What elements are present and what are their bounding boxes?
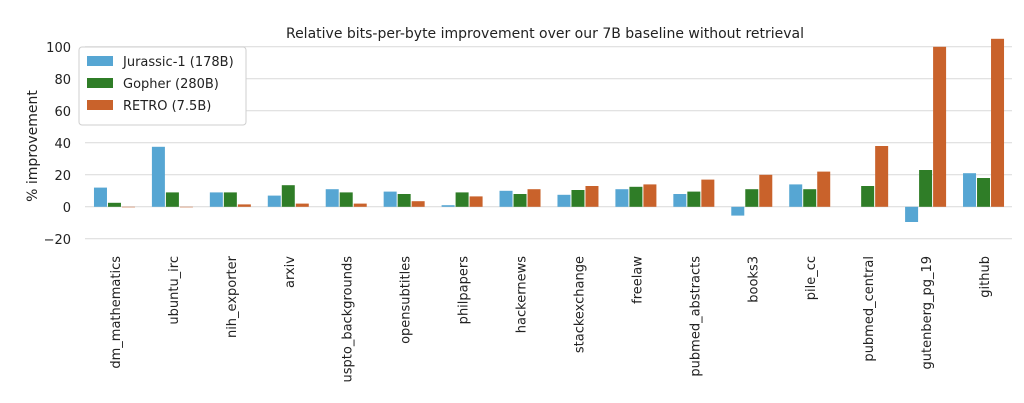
- x-tick-label: arxiv: [283, 256, 298, 288]
- bar-gopher-dm_mathematics: [107, 202, 121, 207]
- bar-jurassic-1-hackernews: [499, 190, 513, 207]
- bar-retro-uspto_backgrounds: [353, 203, 367, 207]
- bar-jurassic-1-pubmed_abstracts: [673, 194, 687, 207]
- chart-title: Relative bits-per-byte improvement over …: [286, 26, 804, 42]
- bars: [93, 38, 1005, 222]
- bar-retro-pile_cc: [817, 171, 831, 207]
- x-tick-label: ubuntu_irc: [167, 256, 182, 325]
- y-tick-label: 80: [54, 73, 71, 88]
- bar-retro-nih_exporter: [237, 204, 251, 207]
- bar-gopher-pile_cc: [803, 189, 817, 207]
- bar-retro-github: [991, 38, 1005, 207]
- bar-jurassic-1-philpapers: [441, 205, 455, 207]
- y-tick-labels: −20 0 20 40 60 80 100: [44, 41, 71, 248]
- y-tick-label: 100: [46, 41, 71, 56]
- bar-gopher-arxiv: [281, 185, 295, 207]
- bar-retro-dm_mathematics: [121, 206, 135, 208]
- bar-jurassic-1-dm_mathematics: [93, 187, 107, 207]
- x-tick-label: gutenberg_pg_19: [920, 256, 935, 370]
- bar-gopher-books3: [745, 189, 759, 207]
- x-tick-label: stackexchange: [572, 256, 587, 353]
- bar-jurassic-1-books3: [731, 206, 745, 216]
- bar-retro-philpapers: [469, 196, 483, 207]
- bar-retro-opensubtitles: [411, 201, 425, 207]
- legend-frame: [78, 46, 247, 126]
- bar-retro-freelaw: [643, 184, 657, 207]
- legend-swatch: [87, 100, 113, 110]
- bar-gopher-pubmed_abstracts: [687, 191, 701, 207]
- bar-retro-hackernews: [527, 189, 541, 207]
- y-tick-label: 60: [54, 105, 71, 120]
- x-tick-label: nih_exporter: [225, 255, 240, 338]
- bar-retro-pubmed_abstracts: [701, 179, 715, 207]
- x-tick-label: uspto_backgrounds: [341, 256, 356, 383]
- bar-gopher-gutenberg_pg_19: [919, 170, 933, 207]
- x-tick-label: github: [978, 256, 993, 298]
- bar-jurassic-1-opensubtitles: [383, 191, 397, 207]
- bar-retro-arxiv: [295, 203, 309, 207]
- bar-gopher-hackernews: [513, 194, 527, 207]
- y-tick-label: 0: [63, 201, 71, 216]
- bar-gopher-opensubtitles: [397, 194, 411, 207]
- x-tick-label: pubmed_abstracts: [688, 256, 703, 377]
- bar-jurassic-1-github: [963, 173, 977, 207]
- bar-gopher-uspto_backgrounds: [339, 192, 353, 207]
- bar-jurassic-1-stackexchange: [557, 194, 571, 207]
- y-tick-label: 20: [54, 169, 71, 184]
- bar-gopher-ubuntu_irc: [165, 192, 179, 207]
- x-tick-label: dm_mathematics: [109, 256, 124, 369]
- bar-retro-stackexchange: [585, 186, 599, 207]
- bar-gopher-github: [977, 178, 991, 207]
- bar-jurassic-1-uspto_backgrounds: [325, 189, 339, 207]
- bar-retro-pubmed_central: [875, 146, 889, 207]
- bar-jurassic-1-ubuntu_irc: [151, 146, 165, 207]
- bar-gopher-nih_exporter: [223, 192, 237, 207]
- legend-swatch: [87, 56, 113, 66]
- bar-retro-gutenberg_pg_19: [933, 46, 947, 207]
- x-tick-label: hackernews: [515, 256, 530, 333]
- y-tick-label: −20: [44, 233, 71, 248]
- bar-jurassic-1-gutenberg_pg_19: [905, 206, 919, 222]
- legend: Jurassic-1 (178B) Gopher (280B) RETRO (7.5…: [78, 46, 247, 126]
- x-tick-label: books3: [746, 256, 761, 303]
- bar-retro-books3: [759, 174, 773, 207]
- bar-gopher-pubmed_central: [861, 186, 875, 207]
- bar-jurassic-1-arxiv: [267, 195, 281, 207]
- bar-retro-ubuntu_irc: [179, 206, 193, 208]
- x-tick-label: philpapers: [457, 256, 472, 325]
- y-axis-label: % improvement: [25, 90, 41, 202]
- legend-label: RETRO (7.5B): [123, 99, 211, 114]
- x-tick-label: pile_cc: [804, 256, 819, 300]
- x-tick-label: freelaw: [630, 256, 645, 304]
- bar-jurassic-1-nih_exporter: [209, 192, 223, 207]
- legend-label: Gopher (280B): [123, 77, 219, 92]
- y-tick-label: 40: [54, 137, 71, 152]
- x-tick-labels: dm_mathematics ubuntu_irc nih_exporter arxi…: [109, 255, 993, 382]
- bar-jurassic-1-pile_cc: [789, 184, 803, 207]
- legend-swatch: [87, 78, 113, 88]
- bar-gopher-stackexchange: [571, 190, 585, 207]
- x-tick-label: pubmed_central: [862, 256, 877, 362]
- bar-jurassic-1-freelaw: [615, 189, 629, 207]
- x-tick-label: opensubtitles: [399, 256, 414, 344]
- bar-gopher-philpapers: [455, 192, 469, 207]
- legend-label: Jurassic-1 (178B): [122, 55, 234, 70]
- bar-gopher-freelaw: [629, 186, 643, 207]
